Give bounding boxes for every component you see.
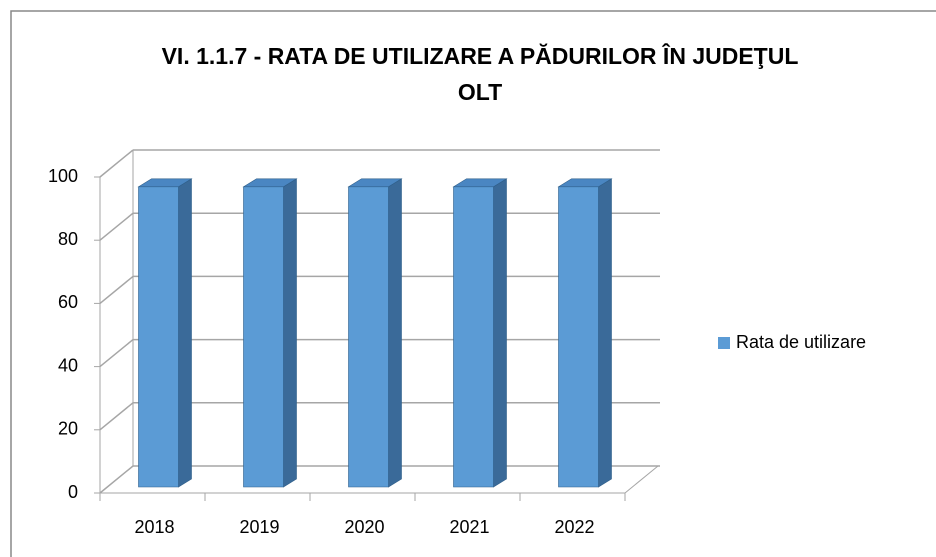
- bar-side: [493, 178, 507, 488]
- bar-front: [348, 186, 389, 488]
- bar-side: [283, 178, 297, 488]
- x-tick-label: 2020: [344, 517, 384, 537]
- legend-label: Rata de utilizare: [736, 332, 866, 352]
- bar: [347, 178, 403, 488]
- bar-side: [388, 178, 402, 488]
- grid-line: [99, 149, 134, 178]
- y-tick-label: 40: [58, 355, 78, 375]
- x-tick-label: 2022: [554, 517, 594, 537]
- bar: [452, 178, 508, 488]
- grid-line: [99, 402, 134, 431]
- bar-front: [453, 186, 494, 488]
- bar-side: [178, 178, 192, 488]
- floor-side: [624, 465, 659, 494]
- grid-line: [99, 339, 134, 368]
- grid-line: [99, 465, 134, 494]
- y-tick-label: 0: [68, 482, 78, 502]
- y-tick-label: 80: [58, 229, 78, 249]
- bar-front: [243, 186, 284, 488]
- bar: [242, 178, 298, 488]
- bar-front: [138, 186, 179, 488]
- y-tick-label: 100: [48, 166, 78, 186]
- grid-line: [99, 212, 134, 241]
- chart-title: VI. 1.1.7 - RATA DE UTILIZARE A PĂDURILO…: [161, 43, 799, 105]
- x-tick-label: 2018: [134, 517, 174, 537]
- legend-swatch: [718, 337, 730, 349]
- y-tick-label: 60: [58, 292, 78, 312]
- y-tick-label: 20: [58, 419, 78, 439]
- bar: [137, 178, 193, 488]
- grid-line: [99, 275, 134, 304]
- bar-side: [598, 178, 612, 488]
- bar: [557, 178, 613, 488]
- bar-front: [558, 186, 599, 488]
- x-tick-label: 2021: [449, 517, 489, 537]
- x-tick-label: 2019: [239, 517, 279, 537]
